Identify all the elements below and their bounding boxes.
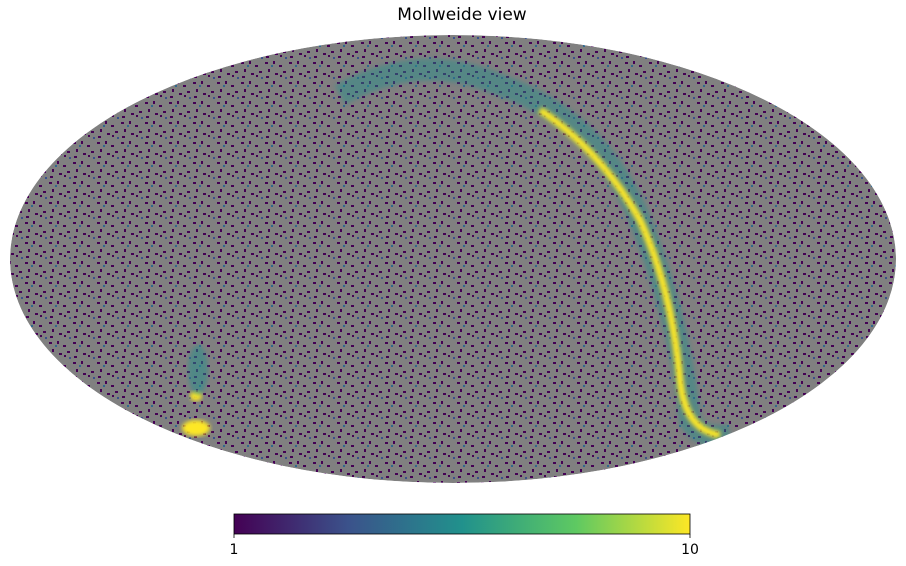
chart-title: Mollweide view	[397, 5, 526, 25]
chart: Mollweide view 1 10	[0, 0, 906, 566]
colorbar	[234, 514, 690, 534]
colorbar-gradient	[234, 514, 690, 534]
bright-region	[188, 345, 208, 395]
map-background	[10, 35, 896, 483]
bright-spot	[182, 420, 210, 436]
colorbar-tick-label: 10	[681, 542, 699, 558]
sky-map	[10, 35, 896, 483]
colorbar-tick-label: 1	[230, 542, 239, 558]
